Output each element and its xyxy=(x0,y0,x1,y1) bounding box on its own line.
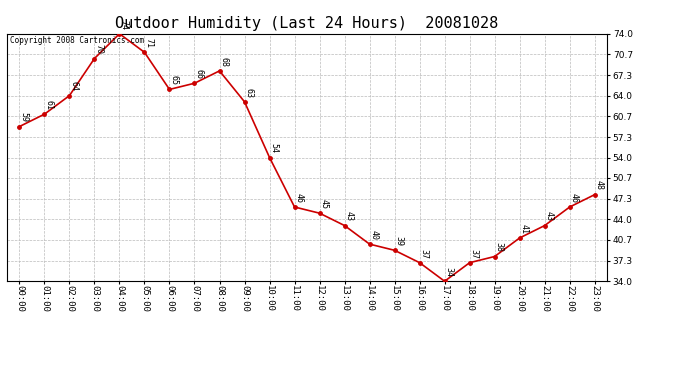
Text: 64: 64 xyxy=(69,81,78,92)
Text: 71: 71 xyxy=(144,38,153,48)
Text: 48: 48 xyxy=(594,180,603,190)
Text: 46: 46 xyxy=(569,193,578,203)
Text: 37: 37 xyxy=(469,249,478,258)
Text: 54: 54 xyxy=(269,143,278,153)
Text: 74: 74 xyxy=(119,20,128,30)
Text: 41: 41 xyxy=(520,224,529,234)
Text: 45: 45 xyxy=(319,199,328,209)
Text: Copyright 2008 Cartronics.com: Copyright 2008 Cartronics.com xyxy=(10,36,144,45)
Text: 43: 43 xyxy=(344,211,353,221)
Text: 46: 46 xyxy=(294,193,303,203)
Title: Outdoor Humidity (Last 24 Hours)  20081028: Outdoor Humidity (Last 24 Hours) 2008102… xyxy=(115,16,499,31)
Text: 63: 63 xyxy=(244,88,253,98)
Text: 38: 38 xyxy=(494,242,503,252)
Text: 39: 39 xyxy=(394,236,403,246)
Text: 65: 65 xyxy=(169,75,178,85)
Text: 40: 40 xyxy=(369,230,378,240)
Text: 43: 43 xyxy=(544,211,553,221)
Text: 59: 59 xyxy=(19,112,28,122)
Text: 37: 37 xyxy=(420,249,428,258)
Text: 68: 68 xyxy=(219,57,228,67)
Text: 34: 34 xyxy=(444,267,453,277)
Text: 61: 61 xyxy=(44,100,53,110)
Text: 70: 70 xyxy=(94,44,103,54)
Text: 66: 66 xyxy=(194,69,203,79)
